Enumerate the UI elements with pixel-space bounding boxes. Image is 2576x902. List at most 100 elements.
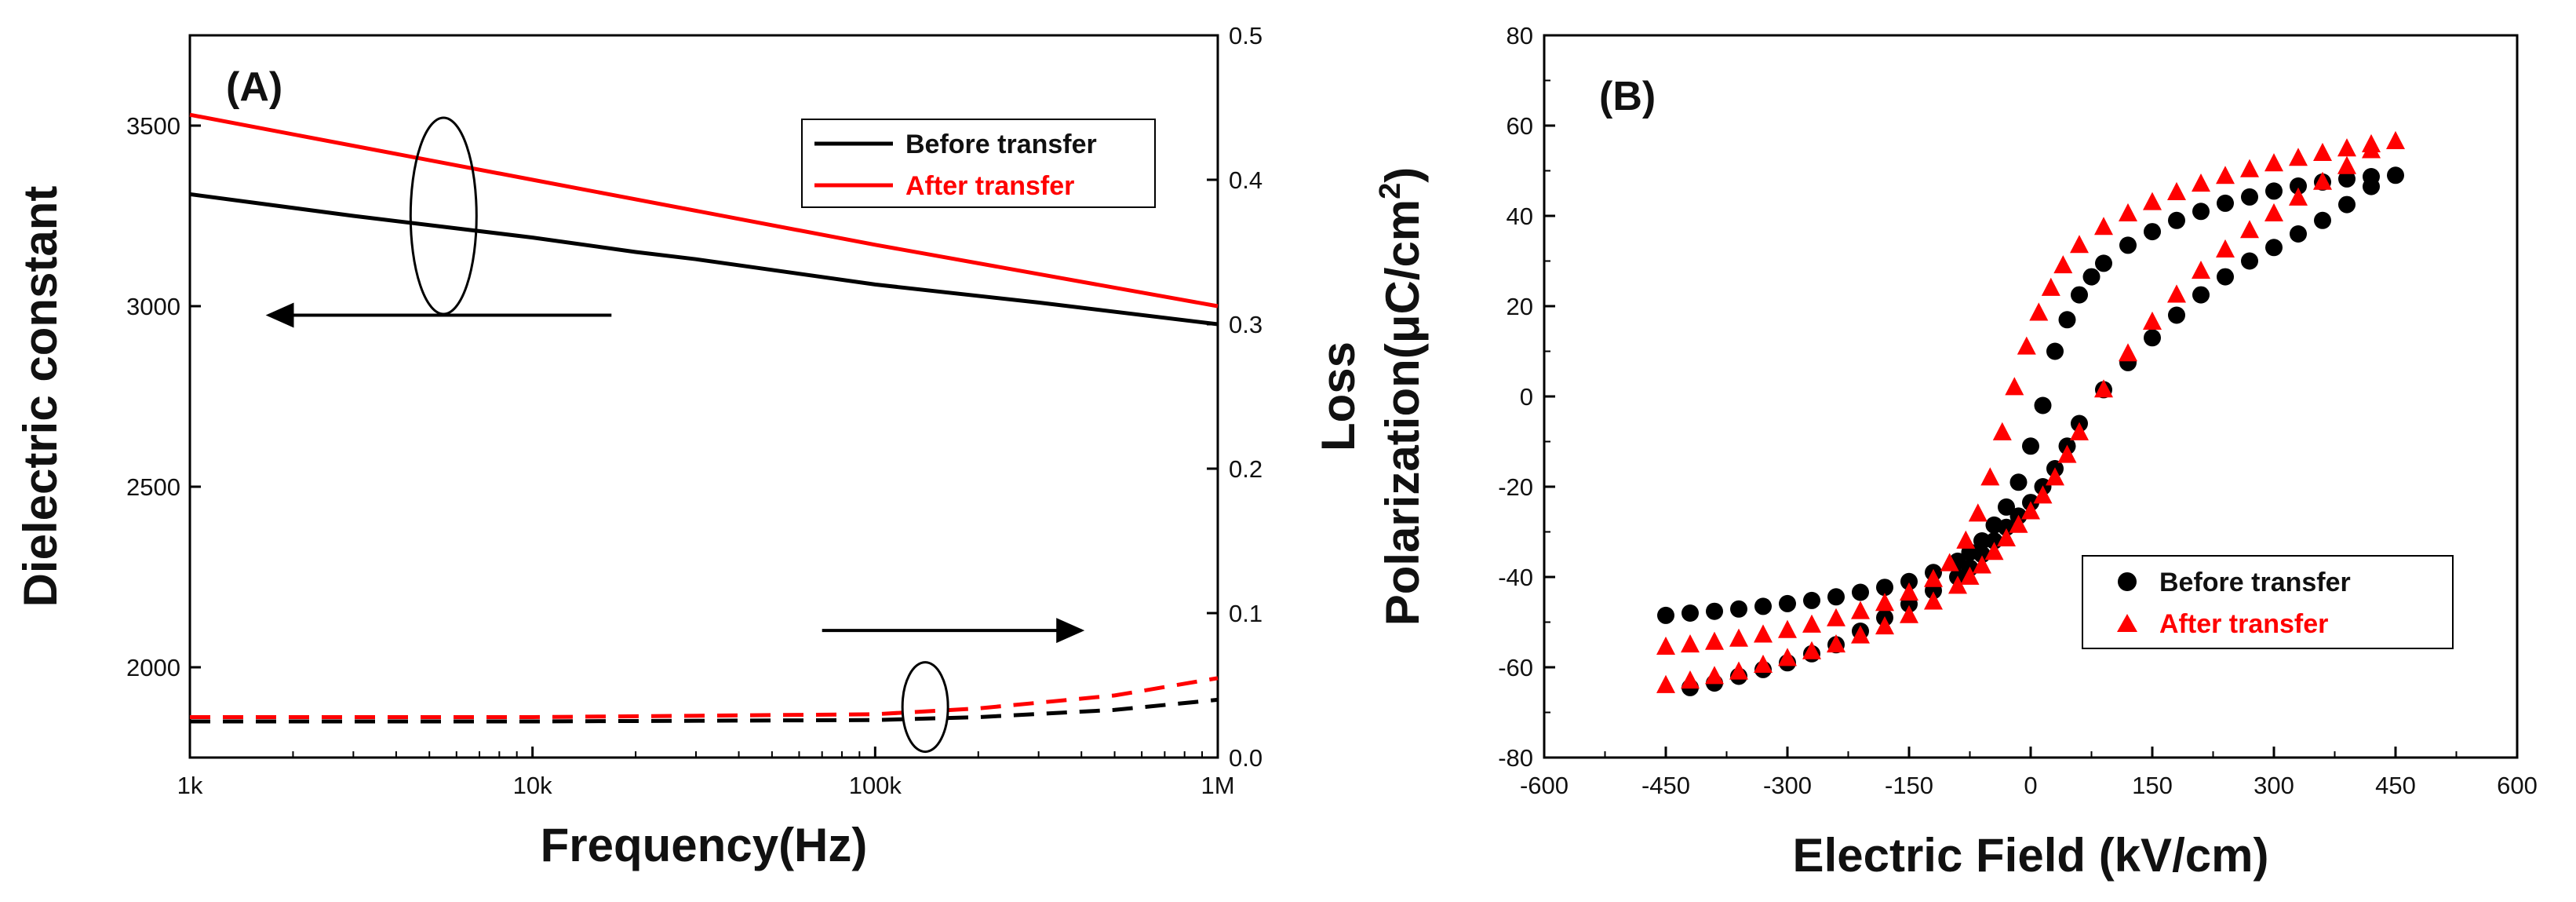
after-transfer-point [2119,343,2137,362]
after-transfer-point [1778,648,1797,666]
after-transfer-point [2009,514,2028,533]
before-transfer-point [1998,498,2015,516]
panel-a-label: (A) [226,64,282,110]
before-transfer-point [1803,591,1820,609]
before-transfer-point [2071,286,2088,304]
after-transfer-point [1900,604,1918,623]
panel-a-left-y-tick-label: 3500 [126,112,180,140]
panel-b-x-tick-label: -150 [1885,772,1933,799]
after-transfer-point [2017,336,2036,355]
before-transfer-point [2192,203,2210,221]
panel-a-annotations [265,116,1085,754]
panel-b-y-tick-label: 40 [1507,203,1533,230]
panel-b-y-tick-label: -60 [1498,654,1533,681]
panel-b-x-tick-label: 150 [2132,772,2173,799]
legend-label-after-transfer: After transfer [905,171,1074,201]
before-transfer-point [2168,306,2185,324]
before-transfer-point [2265,182,2283,200]
before-transfer-point [1973,532,1991,550]
legend-marker-before-transfer [2118,572,2137,591]
panel-b-y-tick-label: -80 [1498,744,1533,772]
panel-b-label: (B) [1599,74,1656,119]
panel-b-chart: -600 -450 -300 -150 0 150 300 450 600 -80-60-40-… [1374,22,2538,882]
panel-a-right-y-tick-label: 0.0 [1229,744,1262,772]
panel-a-left-y-tick-label: 3000 [126,293,180,320]
panel-a-plot-frame [188,34,1219,759]
panel-a-x-tick-label: 100k [849,772,902,799]
after-transfer-point [2021,501,2040,520]
before-transfer-point [2144,223,2161,241]
after-transfer-point [2216,166,2235,184]
before-transfer-point [1682,604,1699,622]
before-transfer-point [2338,170,2356,188]
before-transfer-point [2241,188,2258,206]
after-transfer-point [2094,217,2113,236]
before-transfer-point [2290,225,2307,243]
after-transfer-dielectric-line [189,112,1219,309]
after-transfer-point [1900,582,1918,601]
panel-b-legend-box [2082,555,2454,649]
panel-a-series [189,112,1219,724]
before-transfer-point [1657,606,1674,624]
panel-a-left-y-axis-title: Dielectric constant [14,186,67,608]
panel-a-right-y-axis-title: Loss [1312,341,1365,451]
before-transfer-point [2009,473,2028,491]
panel-a-x-tick-label: 10k [513,772,552,799]
panel-b-x-ticks: -600 -450 -300 -150 0 150 300 450 600 [1520,747,2538,799]
loss-curves-ellipse [901,661,949,754]
before-transfer-point [1852,583,1869,601]
before-transfer-point [2314,211,2331,229]
after-transfer-point [2240,220,2259,239]
panel-a-right-y-tick-label: 0.2 [1229,455,1262,483]
panel-b-series [1656,130,2405,696]
panel-b-x-tick-label: -300 [1763,772,1812,799]
after-transfer-point [1924,591,1943,610]
before-transfer-point [2338,195,2356,214]
before-transfer-point [2241,252,2258,270]
legend-label-before-transfer: Before transfer [905,130,1097,159]
before-transfer-point [2034,396,2052,414]
after-transfer-point [2337,138,2356,157]
after-transfer-point [2029,302,2049,321]
after-transfer-point [2313,142,2332,161]
panel-b-y-tick-label: -20 [1498,473,1533,501]
after-transfer-point [2192,173,2210,192]
panel-b-y-axis-title: Polarization(μC/cm2) [1374,167,1429,626]
legend-label-before-transfer: Before transfer [2159,568,2351,597]
after-transfer-point [2033,485,2053,504]
before-transfer-point [2217,268,2234,286]
panel-b-y-tick-label: 20 [1507,293,1533,320]
before-transfer-point [1706,602,1723,620]
panel-a-x-ticks: 1k 10k 100k 1M [177,747,1235,799]
after-transfer-point [1968,503,1988,522]
before-transfer-point [2265,239,2283,257]
after-transfer-point [2041,277,2060,296]
panel-a-left-y-tick-label: 2000 [126,654,180,681]
after-transfer-point [2119,203,2137,221]
after-transfer-point [1656,674,1675,693]
after-transfer-point [2046,467,2064,486]
panel-b-y-tick-label: 80 [1507,22,1533,49]
after-transfer-point [1729,628,1748,647]
panel-b-x-tick-label: 300 [2254,772,2294,799]
after-transfer-point [1802,614,1821,633]
after-transfer-point [2057,444,2077,463]
after-transfer-point [1940,553,1959,572]
after-transfer-point [2167,284,2186,303]
dielectric-curves-ellipse [409,116,478,316]
panel-b-y-tick-label: 0 [1520,383,1533,411]
before-transfer-point [2168,211,2185,229]
after-transfer-point [2386,130,2405,149]
after-transfer-point [2264,203,2283,221]
after-transfer-point [1924,568,1943,587]
panel-a-x-tick-label: 1M [1201,772,1234,799]
after-transfer-point [1681,670,1700,689]
after-transfer-point [1984,542,2004,561]
after-transfer-point [2094,379,2113,398]
panel-a-right-y-tick-label: 0.5 [1229,22,1262,49]
after-transfer-point [1802,641,1821,659]
after-transfer-point [2005,377,2024,396]
panel-b-y-axis-title-close: ) [1376,167,1429,183]
